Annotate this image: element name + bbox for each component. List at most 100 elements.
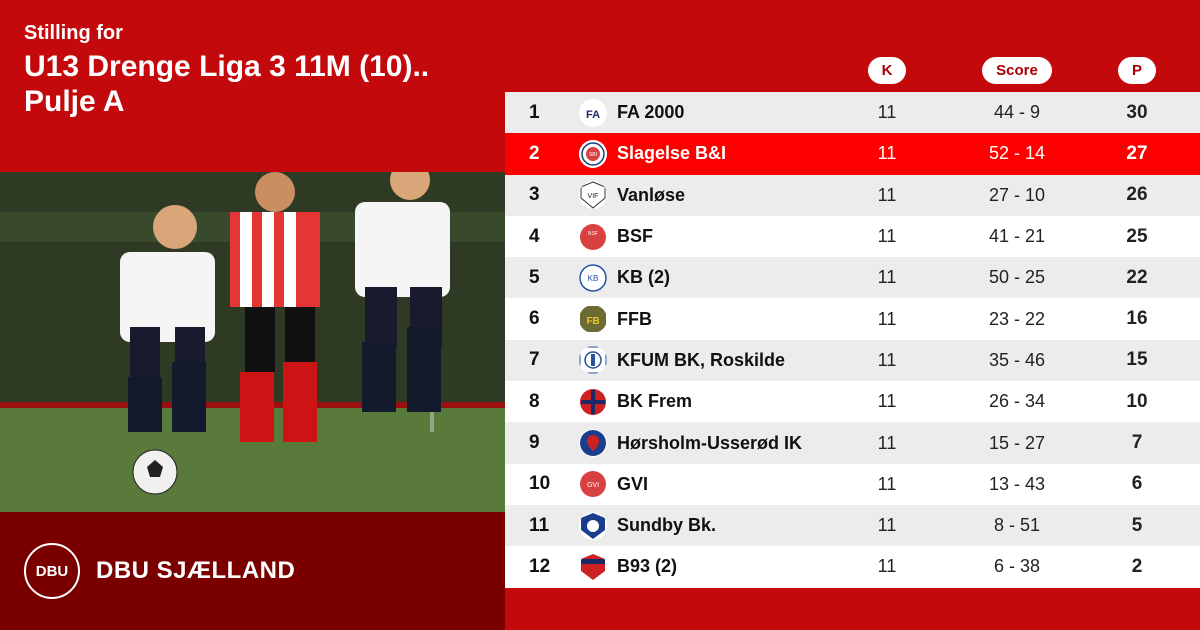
team-logo-b93 — [579, 553, 607, 581]
team-name-9: Hørsholm-Usserød IK — [617, 433, 802, 454]
team-logo-kfum — [579, 346, 607, 374]
team-logo-bsf: BSF — [579, 223, 607, 251]
p-cell-11: 5 — [1092, 515, 1182, 537]
score-cell-10: 13 - 43 — [942, 474, 1092, 495]
score-cell-1: 44 - 9 — [942, 102, 1092, 123]
rank-cell-3: 3 — [529, 184, 579, 206]
rank-cell-5: 5 — [529, 267, 579, 289]
table-header-row: K Score P — [505, 48, 1200, 92]
table-row-11[interactable]: 11 Sundby Bk. 11 8 - 51 5 — [505, 505, 1200, 546]
k-cell-5: 11 — [832, 267, 942, 288]
header-title-line1: U13 Drenge Liga 3 11M (10).. — [24, 49, 481, 84]
team-name-5: KB (2) — [617, 267, 670, 288]
rank-cell-7: 7 — [529, 349, 579, 371]
header-text-block: Stilling for U13 Drenge Liga 3 11M (10).… — [0, 0, 505, 120]
p-cell-3: 26 — [1092, 184, 1182, 206]
team-logo-gvi: GVI — [579, 470, 607, 498]
rank-cell-4: 4 — [529, 226, 579, 248]
score-cell-6: 23 - 22 — [942, 309, 1092, 330]
table-row-6[interactable]: 6 FB FFB 11 23 - 22 16 — [505, 298, 1200, 339]
team-cell-8: BK Frem — [579, 388, 832, 416]
k-cell-9: 11 — [832, 433, 942, 454]
th-k: K — [832, 57, 942, 84]
table-row-3[interactable]: 3 VIF Vanløse 11 27 - 10 26 — [505, 175, 1200, 216]
table-row-2[interactable]: 2 SBI Slagelse B&I 11 52 - 14 27 — [505, 133, 1200, 174]
k-cell-8: 11 — [832, 391, 942, 412]
score-cell-3: 27 - 10 — [942, 185, 1092, 206]
k-cell-10: 11 — [832, 474, 942, 495]
rank-cell-12: 12 — [529, 556, 579, 578]
team-cell-11: Sundby Bk. — [579, 512, 832, 540]
team-logo-fa2000: FA — [579, 99, 607, 127]
footer-bar: DBU DBU SJÆLLAND — [0, 512, 505, 630]
rank-cell-1: 1 — [529, 102, 579, 124]
team-logo-hui — [579, 429, 607, 457]
k-cell-4: 11 — [832, 226, 942, 247]
team-cell-6: FB FFB — [579, 305, 832, 333]
team-name-7: KFUM BK, Roskilde — [617, 350, 785, 371]
table-row-12[interactable]: 12 B93 (2) 11 6 - 38 2 — [505, 546, 1200, 587]
header-subtitle: Stilling for — [24, 22, 481, 45]
team-logo-ffb: FB — [579, 305, 607, 333]
table-row-4[interactable]: 4 BSF BSF 11 41 - 21 25 — [505, 216, 1200, 257]
team-cell-2: SBI Slagelse B&I — [579, 140, 832, 168]
table-row-7[interactable]: 7 KFUM BK, Roskilde 11 35 - 46 15 — [505, 340, 1200, 381]
score-cell-2: 52 - 14 — [942, 143, 1092, 164]
standings-table: K Score P 1 FA FA 2000 11 44 - 9 30 — [505, 0, 1200, 630]
svg-text:VIF: VIF — [588, 193, 599, 200]
svg-text:SBI: SBI — [589, 152, 597, 158]
score-cell-11: 8 - 51 — [942, 515, 1092, 536]
rank-cell-11: 11 — [529, 515, 579, 537]
rank-cell-10: 10 — [529, 473, 579, 495]
p-cell-1: 30 — [1092, 102, 1182, 124]
team-cell-4: BSF BSF — [579, 223, 832, 251]
p-cell-7: 15 — [1092, 349, 1182, 371]
team-photo — [0, 172, 505, 512]
team-logo-kb: KB — [579, 264, 607, 292]
th-points: P — [1092, 57, 1182, 84]
score-cell-4: 41 - 21 — [942, 226, 1092, 247]
p-cell-2: 27 — [1092, 143, 1182, 165]
p-cell-8: 10 — [1092, 391, 1182, 413]
team-logo-slagelse: SBI — [579, 140, 607, 168]
team-name-8: BK Frem — [617, 391, 692, 412]
table-row-8[interactable]: 8 BK Frem 11 26 - 34 10 — [505, 381, 1200, 422]
p-cell-4: 25 — [1092, 226, 1182, 248]
k-cell-3: 11 — [832, 185, 942, 206]
p-cell-10: 6 — [1092, 473, 1182, 495]
p-cell-12: 2 — [1092, 556, 1182, 578]
k-cell-1: 11 — [832, 102, 942, 123]
k-cell-6: 11 — [832, 309, 942, 330]
team-cell-5: KB KB (2) — [579, 264, 832, 292]
left-panel: Stilling for U13 Drenge Liga 3 11M (10).… — [0, 0, 505, 630]
score-cell-5: 50 - 25 — [942, 267, 1092, 288]
table-row-5[interactable]: 5 KB KB (2) 11 50 - 25 22 — [505, 257, 1200, 298]
k-cell-2: 11 — [832, 143, 942, 164]
table-row-10[interactable]: 10 GVI GVI 11 13 - 43 6 — [505, 464, 1200, 505]
team-name-12: B93 (2) — [617, 556, 677, 577]
score-cell-8: 26 - 34 — [942, 391, 1092, 412]
team-name-4: BSF — [617, 226, 653, 247]
footer-org-name: DBU SJÆLLAND — [96, 557, 295, 585]
team-cell-3: VIF Vanløse — [579, 181, 832, 209]
score-cell-9: 15 - 27 — [942, 433, 1092, 454]
team-name-3: Vanløse — [617, 185, 685, 206]
p-cell-9: 7 — [1092, 432, 1182, 454]
team-logo-vanlose: VIF — [579, 181, 607, 209]
k-cell-7: 11 — [832, 350, 942, 371]
team-cell-12: B93 (2) — [579, 553, 832, 581]
th-score: Score — [942, 57, 1092, 84]
rank-cell-8: 8 — [529, 391, 579, 413]
k-cell-11: 11 — [832, 515, 942, 536]
dbu-logo-badge: DBU — [24, 543, 80, 599]
team-cell-7: KFUM BK, Roskilde — [579, 346, 832, 374]
team-cell-9: Hørsholm-Usserød IK — [579, 429, 832, 457]
svg-text:FB: FB — [586, 316, 599, 327]
team-name-10: GVI — [617, 474, 648, 495]
team-name-2: Slagelse B&I — [617, 143, 726, 164]
standings-page: Stilling for U13 Drenge Liga 3 11M (10).… — [0, 0, 1200, 630]
table-row-9[interactable]: 9 Hørsholm-Usserød IK 11 15 - 27 7 — [505, 422, 1200, 463]
table-row-1[interactable]: 1 FA FA 2000 11 44 - 9 30 — [505, 92, 1200, 133]
score-cell-12: 6 - 38 — [942, 556, 1092, 577]
k-cell-12: 11 — [832, 556, 942, 577]
